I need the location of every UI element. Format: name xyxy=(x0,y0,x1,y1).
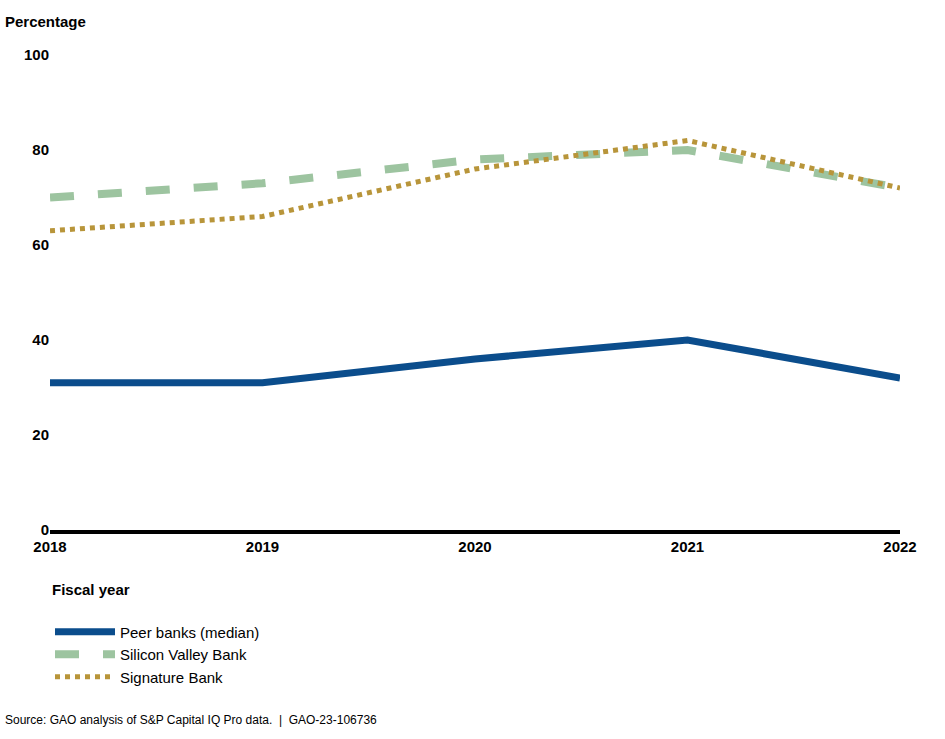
svg-text:Peer banks (median): Peer banks (median) xyxy=(120,624,259,641)
svg-text:2022: 2022 xyxy=(883,538,916,555)
svg-text:2020: 2020 xyxy=(458,538,491,555)
svg-text:60: 60 xyxy=(32,236,49,253)
svg-text:Source: GAO analysis of S&P Ca: Source: GAO analysis of S&P Capital IQ P… xyxy=(5,713,377,727)
svg-text:40: 40 xyxy=(32,331,49,348)
svg-text:80: 80 xyxy=(32,141,49,158)
svg-text:20: 20 xyxy=(32,426,49,443)
svg-text:2021: 2021 xyxy=(671,538,704,555)
svg-text:Silicon Valley Bank: Silicon Valley Bank xyxy=(120,646,247,663)
svg-text:Signature Bank: Signature Bank xyxy=(120,669,223,686)
svg-text:Fiscal year: Fiscal year xyxy=(52,581,130,598)
svg-text:2019: 2019 xyxy=(246,538,279,555)
svg-text:0: 0 xyxy=(41,521,49,538)
svg-text:100: 100 xyxy=(24,46,49,63)
svg-text:2018: 2018 xyxy=(33,538,66,555)
svg-text:Percentage: Percentage xyxy=(5,13,86,30)
